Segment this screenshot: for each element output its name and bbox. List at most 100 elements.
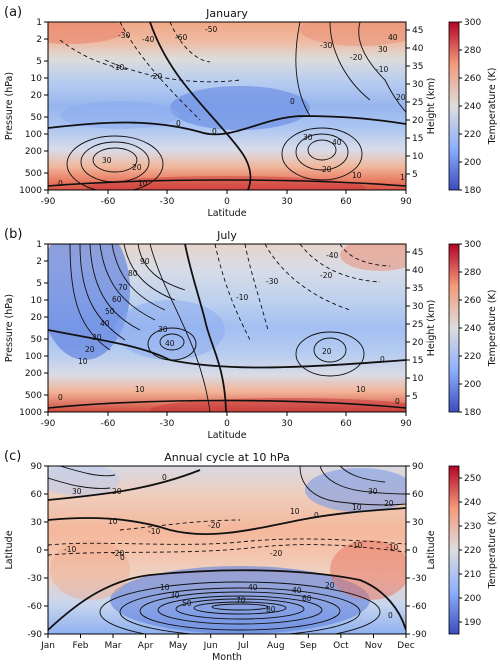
- panel-a-xtick: 90: [400, 197, 412, 207]
- panel-a-left-axis: 1 2 5 10 20 50 100 200 500 1000 Pressure…: [4, 18, 48, 196]
- panel-b-contour-label: 30: [92, 333, 102, 342]
- panel-a-contour-label: 10: [138, 179, 148, 188]
- panel-b-rtick: 10: [412, 374, 424, 384]
- panel-c-rtick: -60: [412, 602, 427, 612]
- panel-b-rtick: 40: [412, 266, 424, 276]
- panel-c-xtick: Nov: [365, 641, 383, 651]
- panel-b-contour-label: 0: [380, 355, 385, 364]
- panel-c-ytick: 90: [31, 462, 43, 472]
- panel-b-contour-label: -30: [266, 277, 278, 286]
- panel-b-contour-label: 10: [78, 357, 88, 366]
- panel-a-cbar-tick: 200: [464, 158, 481, 168]
- panel-c-cbar-tick: 190: [464, 618, 481, 628]
- panel-a-contour-label: 30: [378, 45, 388, 54]
- panel-b-cbar-label: Temperature (K): [487, 290, 498, 368]
- panel-a-xtick: 30: [281, 197, 293, 207]
- panel-b-contour-label: 20: [322, 347, 332, 356]
- panel-a-contour-label: 20: [132, 163, 142, 172]
- panel-b-cbar-tick: 240: [464, 324, 481, 334]
- panel-c-contour-label: 10: [108, 517, 118, 526]
- panel-c-ytick: 30: [31, 518, 43, 528]
- panel-b-contour-label: -10: [236, 293, 248, 302]
- panel-a-rtick: 5: [412, 170, 418, 180]
- panel-c-cbar-tick: 200: [464, 594, 481, 604]
- panel-b-xtick: 60: [340, 419, 352, 429]
- panel-c-contour-label: 70: [236, 596, 246, 605]
- panel-c-contour-label: 0: [314, 511, 319, 520]
- panel-a-contour-label: 20: [322, 165, 332, 174]
- panel-b-contour-label: -20: [320, 271, 332, 280]
- panel-c-left-axis: 90 60 30 0 -30 -60 -90 Latitude: [4, 462, 48, 640]
- panel-b-rtick: 20: [412, 338, 424, 348]
- panel-c-rtick: 90: [412, 462, 424, 472]
- panel-c-contour-label: 0: [388, 611, 393, 620]
- panel-c-ytick: -90: [27, 630, 42, 640]
- panel-a-contour-label: 0: [176, 119, 181, 128]
- panel-c-contour-labels: 30 20 0 10 -10 -20 0 -10 -20 10 30 20 10…: [64, 473, 398, 620]
- panel-a-ylabel: Pressure (hPa): [4, 72, 15, 140]
- panel-b-right-axis: 5 10 15 20 25 30 35 40 45 Height (km): [406, 248, 437, 402]
- panel-a-cbar-tick: 280: [464, 46, 481, 56]
- panel-a-contours: [48, 22, 406, 190]
- panel-label-a: (a): [4, 5, 22, 20]
- panel-a-ytick: 50: [31, 113, 43, 123]
- panel-a-contour-label: 10: [400, 173, 410, 182]
- panel-a-contour-label: -20: [350, 53, 362, 62]
- panel-a-cbar-tick: 260: [464, 74, 481, 84]
- panel-a-contour-label: 20: [396, 93, 406, 102]
- panel-b-contour-label: 10: [356, 385, 366, 394]
- panel-a-cbar-tick: 240: [464, 102, 481, 112]
- panel-c-right-axis: 90 60 30 0 -30 -60 -90 Latitude: [406, 462, 437, 640]
- panel-c-xtick: Aug: [267, 641, 285, 651]
- panel-b-contour-label: 0: [395, 397, 400, 406]
- panel-c-cbar-tick: 240: [464, 498, 481, 508]
- panel-b-xlabel: Latitude: [207, 430, 246, 441]
- panel-a-field: -50 -40 -30 -60 -20 -10 0 -10 -20 -30 0 …: [48, 22, 410, 190]
- panel-b-x-axis: -90 -60 -30 0 30 60 90 Latitude: [41, 412, 412, 441]
- panel-c-xtick: Jul: [237, 641, 249, 651]
- panel-a-contour-label: 40: [332, 138, 342, 147]
- panel-c-contour-label: 50: [182, 599, 192, 608]
- panel-c-xtick: Oct: [333, 641, 349, 651]
- panel-a-rtick: 20: [412, 116, 424, 126]
- panel-a-rtick: 30: [412, 80, 424, 90]
- panel-c-ylabel: Latitude: [4, 530, 15, 569]
- panel-a-xlabel: Latitude: [207, 208, 246, 219]
- panel-a-xtick: -90: [41, 197, 56, 207]
- panel-c-xtick: Jan: [40, 641, 55, 651]
- panel-c-contour-label: 20: [112, 487, 122, 496]
- panel-a-ytick: 2: [36, 35, 42, 45]
- panel-c-field: 30 20 0 10 -10 -20 0 -10 -20 10 30 20 10…: [48, 466, 406, 634]
- panel-c-xlabel: Month: [212, 652, 242, 663]
- panel-a-contour-label: 0: [290, 97, 295, 106]
- panel-label-b: (b): [4, 227, 22, 242]
- panel-a-contour-label: 0: [212, 127, 217, 136]
- panel-b-xtick: -30: [160, 419, 175, 429]
- panel-c-rtick: -90: [412, 630, 427, 640]
- panel-b-rtick: 45: [412, 248, 423, 258]
- panel-b: (b) July: [4, 227, 498, 441]
- panel-c-ytick: -30: [27, 574, 42, 584]
- panel-c-contour-label: -20: [112, 549, 124, 558]
- panel-b-xtick: -90: [41, 419, 56, 429]
- panel-b-contour-label: 80: [128, 269, 138, 278]
- panel-b-ytick: 5: [36, 279, 42, 289]
- panel-b-xtick: 30: [281, 419, 293, 429]
- panel-a-contour-label: -30: [118, 31, 130, 40]
- panel-b-contour-label: 20: [85, 345, 95, 354]
- panel-a-colorbar: 180 200 220 240 260 280 300 Temperature …: [448, 18, 498, 196]
- panel-c-cbar-label: Temperature (K): [487, 512, 498, 590]
- panel-b-contour-labels: 90 80 70 60 50 40 30 20 10 0 40 30 10 -4…: [58, 251, 400, 406]
- panel-b-contour-label: 30: [158, 325, 168, 334]
- panel-c-cbar-tick: 220: [464, 546, 481, 556]
- panel-b-ytick: 200: [25, 369, 42, 379]
- panel-c-x-axis: Jan Feb Mar Apr May Jun Jul Aug Sep Oct …: [40, 634, 415, 663]
- panel-b-contour-label: 40: [165, 339, 175, 348]
- panel-b-ytick: 50: [31, 335, 43, 345]
- panel-c-contour-label: 10: [352, 503, 362, 512]
- panel-a-ytick: 200: [25, 147, 42, 157]
- panel-b-contour-label: 90: [140, 257, 150, 266]
- panel-a-rtick: 25: [412, 98, 423, 108]
- panel-b-ytick: 20: [31, 313, 43, 323]
